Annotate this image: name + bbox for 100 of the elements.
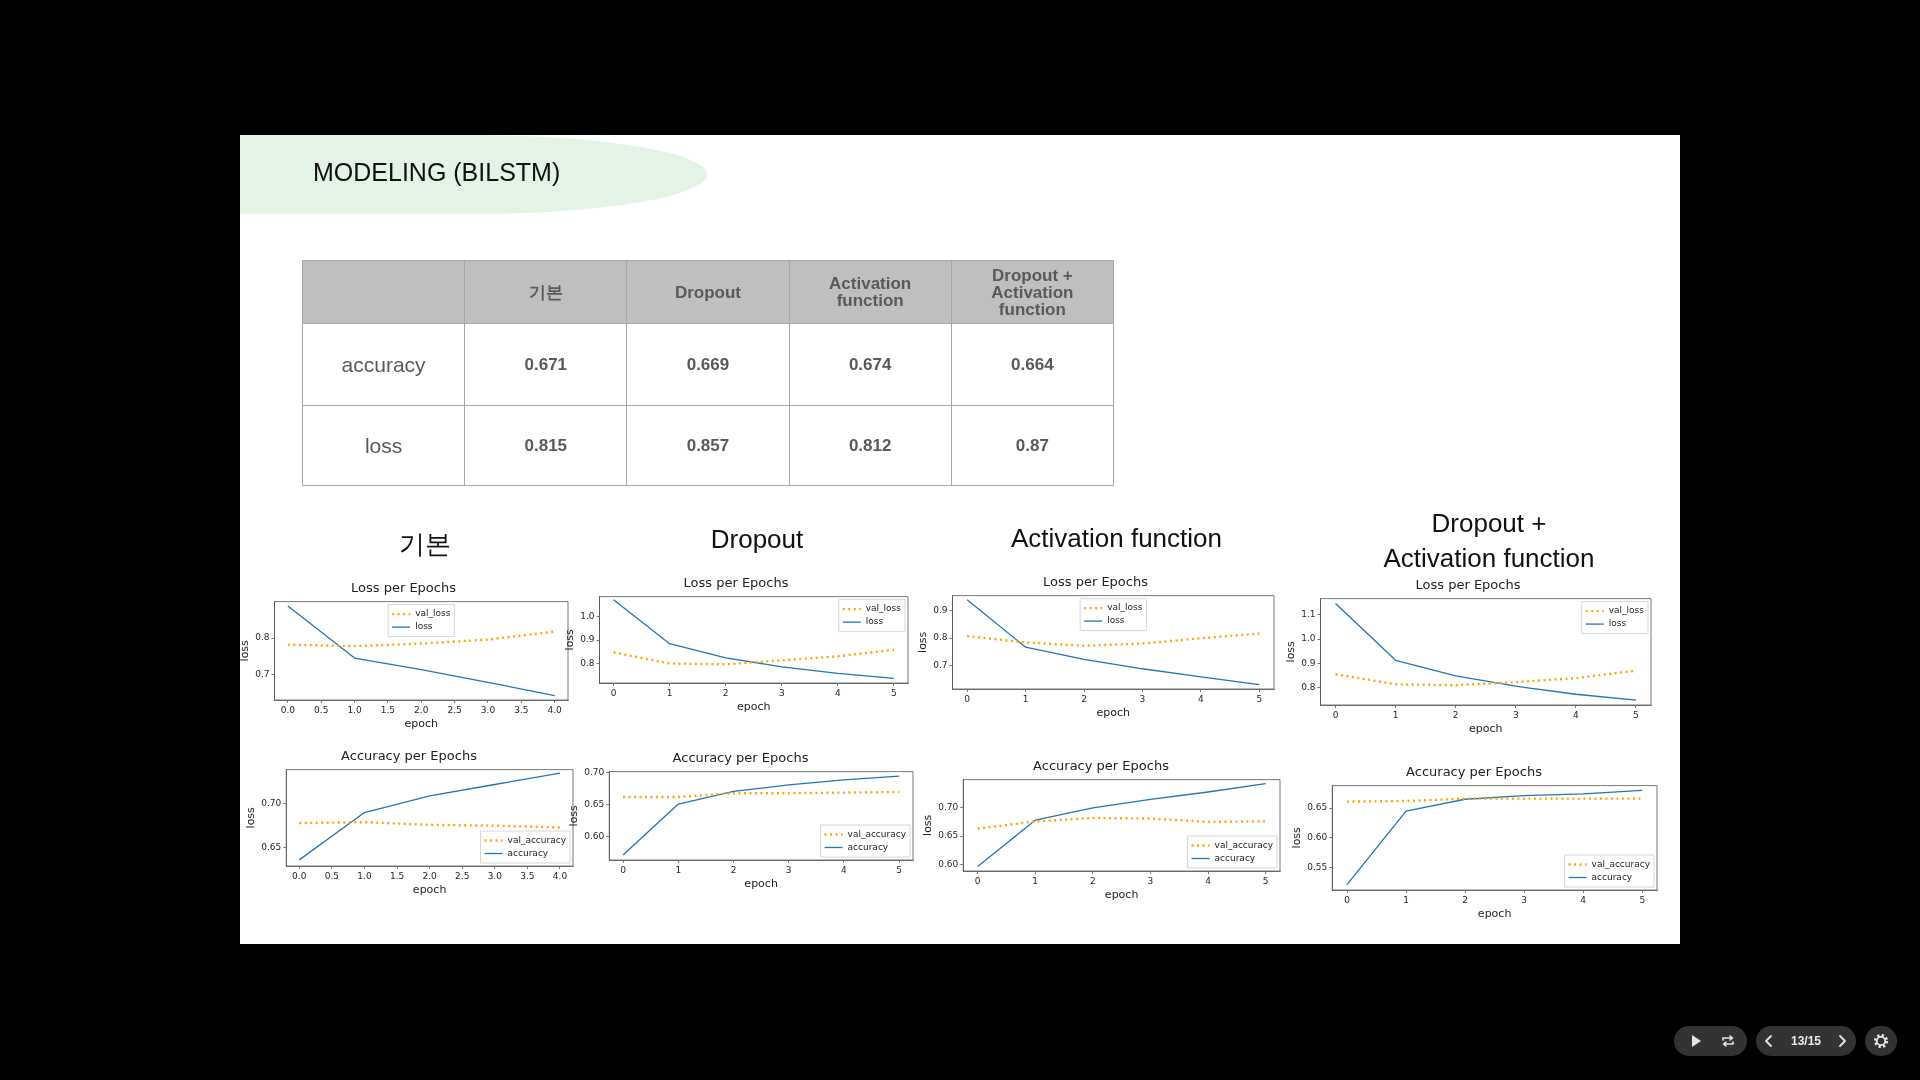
category-label: Dropout	[674, 282, 742, 302]
x-tick-label: 1	[1022, 693, 1029, 704]
x-tick-label: 4.0	[547, 704, 563, 715]
legend-label: loss	[415, 621, 433, 632]
text: 0.857	[686, 435, 730, 455]
y-tick-label: 0.55	[1307, 861, 1328, 872]
y-axis-title: loss	[563, 628, 577, 651]
chart-title: 기본	[397, 527, 452, 561]
line-series	[286, 630, 556, 648]
chart-subtitle: Loss per Epochs	[683, 575, 789, 591]
category-label: accuracy	[341, 352, 426, 376]
y-tick-label: 0.7	[255, 668, 270, 679]
chart-subtitle: Loss per Epochs	[1415, 577, 1521, 593]
chart-title: Dropout	[709, 522, 805, 556]
chart-title: Activation function	[1010, 521, 1223, 555]
category-label: loss	[364, 433, 403, 457]
x-tick-label: 0	[1332, 709, 1339, 720]
x-tick-label: 2	[730, 864, 737, 875]
text: 0.669	[686, 354, 730, 374]
text: 0.815	[524, 435, 568, 455]
x-tick-label: 1	[1403, 894, 1409, 905]
x-tick-label: 1	[675, 864, 682, 875]
legend-label: val_accuracy	[847, 828, 907, 839]
x-tick-label: 2.5	[447, 704, 462, 715]
x-tick-label: 0	[620, 864, 627, 875]
x-axis-title: epoch	[1096, 706, 1131, 720]
x-tick-label: 0.0	[280, 704, 296, 715]
x-tick-label: 1.0	[347, 704, 362, 715]
legend-label: accuracy	[1591, 871, 1633, 882]
x-tick-label: 1	[1032, 875, 1039, 886]
x-tick-label: 3	[1521, 894, 1528, 905]
legend-label: accuracy	[1214, 852, 1256, 863]
x-tick-label: 3.5	[514, 704, 529, 715]
x-tick-label: 5	[1639, 894, 1646, 905]
x-axis-title: epoch	[1469, 722, 1503, 736]
y-axis-title: loss	[567, 804, 581, 827]
x-tick-label: 0	[964, 693, 971, 704]
chart-subtitle: Loss per Epochs	[1043, 574, 1149, 590]
x-tick-label: 3	[778, 687, 785, 698]
x-axis-title: epoch	[744, 877, 778, 891]
text: 0.87	[1015, 435, 1049, 455]
y-axis-title: loss	[1290, 826, 1304, 849]
x-tick-label: 5	[891, 687, 897, 698]
x-tick-label: 3	[1139, 693, 1146, 704]
y-tick-label: 0.9	[933, 604, 948, 615]
chart-title: Accuracy per Epochs	[1406, 764, 1543, 780]
y-tick-label: 0.70	[261, 798, 282, 809]
x-tick-label: 3.0	[487, 870, 503, 881]
legend-label: val_accuracy	[1214, 839, 1274, 850]
y-axis-title: loss	[916, 631, 930, 653]
x-tick-label: 2	[1452, 709, 1459, 720]
y-tick-label: 0.65	[1307, 802, 1328, 813]
legend-label: accuracy	[847, 841, 889, 852]
x-tick-label: 2	[1462, 894, 1468, 905]
y-axis-title: loss	[921, 814, 935, 836]
chart-title: Accuracy per Epochs	[672, 750, 809, 766]
line-series	[976, 816, 1267, 830]
x-tick-label: 2	[1089, 875, 1096, 886]
x-tick-label: 0.0	[292, 870, 307, 881]
y-tick-label: 0.65	[261, 841, 282, 852]
x-tick-label: 4	[1573, 709, 1580, 720]
x-tick-label: 3	[1512, 709, 1519, 720]
x-tick-label: 5	[1633, 709, 1639, 720]
legend-label: val_accuracy	[1591, 858, 1651, 869]
y-tick-label: 1.0	[1301, 633, 1316, 644]
category-label: 기본	[528, 282, 563, 302]
legend-label: val_loss	[415, 608, 451, 619]
x-axis-title: epoch	[1104, 888, 1139, 902]
x-tick-label: 5	[1256, 693, 1263, 704]
y-tick-label: 0.70	[938, 802, 959, 813]
text: 0.664	[1011, 354, 1054, 374]
y-tick-label: 0.9	[580, 634, 595, 645]
x-tick-label: 1	[1392, 709, 1399, 720]
x-tick-label: 0	[610, 687, 617, 698]
x-tick-label: 0	[974, 875, 981, 886]
x-tick-label: 4	[835, 687, 842, 698]
y-tick-label: 0.70	[584, 767, 605, 778]
x-tick-label: 1.0	[357, 870, 372, 881]
y-tick-label: 0.65	[938, 830, 959, 841]
line-series	[965, 632, 1261, 647]
y-axis-title: loss	[1284, 640, 1298, 663]
x-tick-label: 4.0	[552, 870, 568, 881]
x-tick-label: 0.5	[324, 870, 340, 881]
chart-subtitle: Loss per Epochs	[351, 580, 457, 596]
x-tick-label: 1.5	[380, 704, 396, 715]
y-tick-label: 1.1	[1301, 609, 1316, 620]
x-tick-label: 5	[896, 864, 903, 875]
x-tick-label: 0.5	[314, 704, 329, 715]
chart-title: Dropout + Activation function	[1382, 507, 1596, 575]
y-tick-label: 0.60	[938, 858, 959, 869]
legend-label: val_loss	[1608, 605, 1645, 616]
text: 0.671	[524, 354, 568, 374]
y-tick-label: 0.8	[255, 632, 270, 643]
legend-label: val_loss	[1107, 602, 1143, 613]
legend-label: loss	[1608, 618, 1627, 629]
text: 0.812	[848, 435, 892, 455]
x-axis-title: epoch	[737, 700, 771, 714]
text: MODELING (BILSTM)	[313, 157, 561, 187]
legend-label: loss	[865, 616, 884, 627]
x-axis-title: epoch	[404, 717, 439, 731]
